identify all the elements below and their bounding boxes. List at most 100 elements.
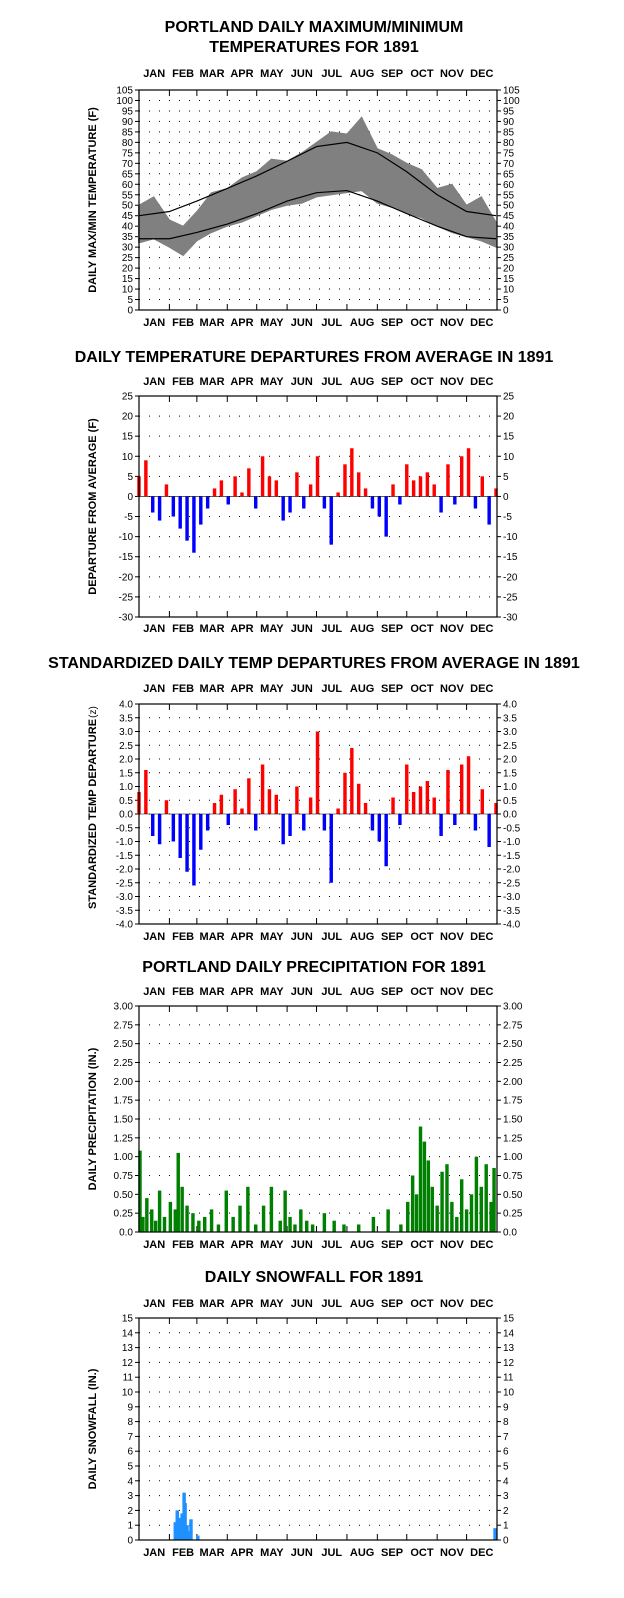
y-tick-label-right: -0.5 <box>503 823 521 834</box>
y-tick-label-left: 15 <box>122 432 134 443</box>
bar-precip <box>305 1220 309 1232</box>
month-label: MAR <box>200 376 225 388</box>
bar-dep <box>260 456 265 497</box>
month-label: NOV <box>440 1298 465 1310</box>
bar-std <box>377 814 382 842</box>
month-label: AUG <box>350 623 374 635</box>
y-tick-label-left: 105 <box>116 86 133 97</box>
month-label: APR <box>230 1239 253 1251</box>
bar-dep <box>439 496 443 513</box>
bar-precip <box>310 1224 315 1232</box>
bar-std <box>405 764 409 814</box>
month-label: MAY <box>260 623 284 635</box>
y-tick-label-right: 0 <box>503 306 509 317</box>
y-tick-label-right: 3.00 <box>503 1002 523 1013</box>
y-tick-label-right: 35 <box>503 232 515 243</box>
bar-precip <box>474 1156 479 1232</box>
bar-std <box>199 814 203 850</box>
month-label: MAR <box>200 931 225 943</box>
bar-dep <box>356 472 361 497</box>
y-tick-label-right: 105 <box>503 86 520 97</box>
y-tick-label-left: -3.5 <box>116 906 134 917</box>
bar-dep <box>418 476 423 497</box>
y-tick-label-left: 25 <box>122 253 134 264</box>
bar-std <box>295 786 299 814</box>
data-marks <box>137 731 498 886</box>
month-label: FEB <box>172 1239 194 1251</box>
bar-precip <box>450 1201 454 1232</box>
bar-std <box>466 756 471 814</box>
bar-dep <box>192 496 196 553</box>
month-label: JUL <box>321 931 342 943</box>
month-label: NOV <box>440 623 465 635</box>
chart-title: DAILY SNOWFALL FOR 1891 <box>205 1269 424 1286</box>
bar-dep <box>267 476 272 497</box>
y-tick-label-right: 8 <box>503 1417 509 1428</box>
y-tick-label-right: 0.5 <box>503 796 517 807</box>
month-label: SEP <box>381 68 403 80</box>
y-tick-label-left: 0.25 <box>114 1209 134 1220</box>
y-tick-label-left: 12 <box>122 1358 134 1369</box>
y-tick-label-left: 55 <box>122 190 134 201</box>
month-label: DEC <box>470 623 493 635</box>
y-tick-label-left: 9 <box>127 1402 133 1413</box>
bar-std <box>281 814 285 845</box>
bar-std <box>260 764 265 814</box>
month-label: AUG <box>350 931 374 943</box>
y-tick-label-right: 20 <box>503 264 515 275</box>
bar-dep <box>343 464 347 497</box>
month-label: NOV <box>440 1547 465 1559</box>
grid <box>139 1332 497 1526</box>
y-tick-label-right: 1.25 <box>503 1133 523 1144</box>
y-tick-label-right: 15 <box>503 432 515 443</box>
month-label: DEC <box>470 1298 493 1310</box>
bar-std <box>302 814 306 831</box>
bar-dep <box>466 448 471 497</box>
y-tick-label-left: -1.5 <box>116 851 134 862</box>
y-tick-label-left: 3.0 <box>119 727 133 738</box>
month-label: JAN <box>143 68 165 80</box>
bar-std <box>192 814 196 886</box>
bar-precip <box>278 1220 282 1232</box>
y-tick-label-left: -2.0 <box>116 865 134 876</box>
y-tick-label-right: 2.25 <box>503 1058 523 1069</box>
bar-precip <box>414 1194 419 1232</box>
bar-precip <box>150 1209 154 1232</box>
y-axis-label: DAILY SNOWFALL (IN.) <box>87 1368 99 1489</box>
y-tick-label-left: 95 <box>122 106 134 117</box>
y-tick-label-left: 1 <box>127 1521 133 1532</box>
y-tick-label-left: 90 <box>122 117 134 128</box>
month-label: NOV <box>440 1239 465 1251</box>
y-tick-label-right: 15 <box>503 274 515 285</box>
bar-precip <box>254 1224 258 1232</box>
month-label: JUL <box>321 986 342 998</box>
bar-std <box>151 814 155 836</box>
bar-dep <box>473 496 478 509</box>
bar-snow <box>178 1528 182 1540</box>
y-tick-label-right: 3.0 <box>503 727 517 738</box>
y-tick-label-right: 45 <box>503 211 515 222</box>
bar-snow <box>180 1513 184 1540</box>
bar-snow <box>183 1503 187 1540</box>
y-tick-label-left: 80 <box>122 138 134 149</box>
month-label: OCT <box>410 683 434 695</box>
chart-title: PORTLAND DAILY MAXIMUM/MINIMUM <box>165 19 464 36</box>
y-tick-label-right: 3.5 <box>503 713 517 724</box>
y-tick-label-right: -2.0 <box>503 865 521 876</box>
bar-dep <box>288 496 292 513</box>
bar-dep <box>384 496 388 537</box>
bar-dep <box>453 496 457 505</box>
y-tick-label-left: 3 <box>127 1491 133 1502</box>
y-tick-label-left: 85 <box>122 127 134 138</box>
y-tick-label-left: 14 <box>122 1328 134 1339</box>
month-label: FEB <box>172 1547 194 1559</box>
bar-precip <box>283 1190 287 1232</box>
y-tick-label-right: 12 <box>503 1358 515 1369</box>
bar-std <box>487 814 491 847</box>
bar-precip <box>479 1186 484 1232</box>
bar-std <box>343 772 347 814</box>
y-tick-label-right: -15 <box>503 552 518 563</box>
y-tick-label-right: 85 <box>503 127 515 138</box>
bar-std <box>226 814 230 825</box>
bar-precip <box>322 1213 327 1232</box>
